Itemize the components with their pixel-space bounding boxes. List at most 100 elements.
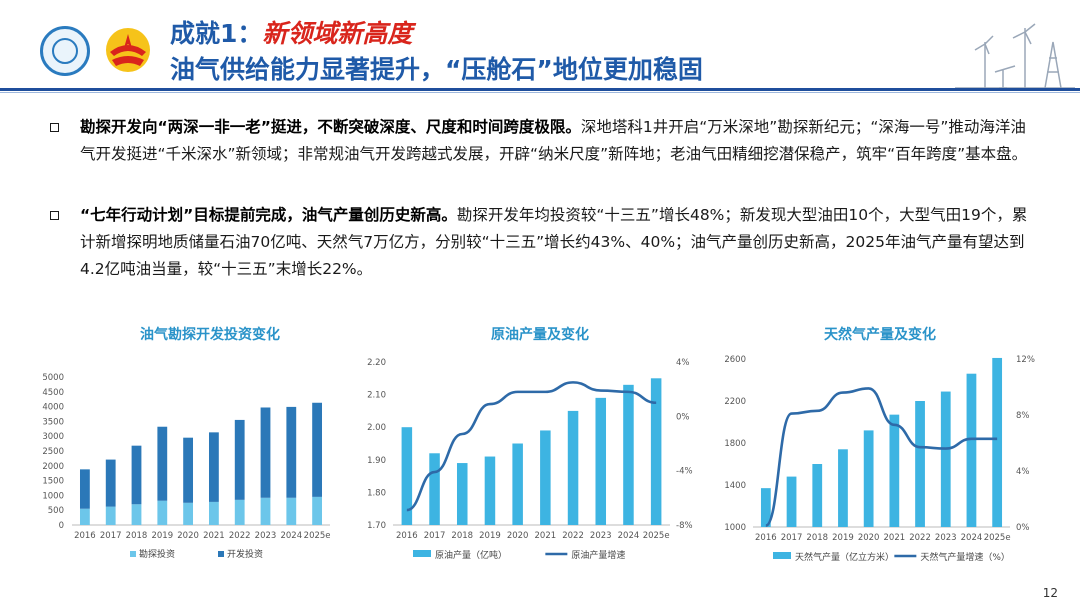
institute-logo (40, 26, 90, 76)
bar (786, 476, 797, 527)
cnpc-logo (106, 28, 150, 72)
x-tick-label: 2019 (832, 533, 854, 543)
bullet-body: 勘探开发年均投资较“十三五”增长48%；新发现大型油田10个，大型气田19个，累… (80, 206, 1028, 278)
page-number: 12 (1042, 586, 1058, 600)
legend-swatch (218, 551, 224, 557)
bar (863, 430, 874, 527)
y-tick-label: 4000 (42, 403, 64, 413)
legend-label-line: 原油产量增速 (571, 549, 625, 561)
x-tick-label: 2016 (74, 531, 96, 541)
y-tick-label-right: 4% (1016, 467, 1030, 477)
title-prefix: 成就1： (170, 19, 263, 48)
bar (915, 401, 925, 527)
x-tick-label: 2021 (535, 531, 557, 541)
chart-title-gas: 天然气产量及变化 (824, 327, 936, 343)
bullet-item: 勘探开发向“两深一非一老”挺进，不断突破深度、尺度和时间跨度极限。深地塔科1井开… (50, 114, 1035, 168)
x-tick-label: 2017 (424, 531, 446, 541)
x-tick-label: 2019 (479, 531, 501, 541)
bullet-lead: 勘探开发向“两深一非一老”挺进，不断突破深度、尺度和时间跨度极限。 (80, 118, 581, 136)
chart-title-oil: 原油产量及变化 (491, 327, 589, 343)
y-tick-label: 500 (48, 506, 64, 516)
bar (889, 414, 900, 527)
bullet-body: 深地塔科1井开启“万米深地”勘探新纪元；“深海一号”推动海洋油气开发挺进“千米深… (80, 118, 1028, 163)
x-tick-label: 2018 (126, 531, 148, 541)
bar-exploration (312, 496, 323, 525)
y-tick-label-left: 2.10 (367, 391, 386, 401)
growth-line (406, 381, 657, 512)
legend-label: 开发投资 (227, 548, 263, 560)
bar (456, 463, 468, 525)
x-tick-label: 2018 (451, 531, 473, 541)
x-tick-label: 2018 (806, 533, 828, 543)
bar-development (208, 432, 219, 502)
y-tick-label: 3000 (42, 432, 64, 442)
x-tick-label: 2016 (396, 531, 418, 541)
bar-exploration (183, 502, 194, 525)
y-tick-label: 1500 (42, 477, 64, 487)
bar (401, 427, 413, 525)
bullet-item: “七年行动计划”目标提前完成，油气产量创历史新高。勘探开发年均投资较“十三五”增… (50, 202, 1035, 283)
y-tick-label-left: 2200 (724, 397, 746, 407)
bullet-square-icon (50, 211, 59, 220)
x-tick-label: 2016 (755, 533, 777, 543)
y-tick-label-right: 0% (676, 412, 690, 422)
bar (838, 449, 848, 527)
x-tick-label: 2017 (100, 531, 122, 541)
y-tick-label-left: 1800 (724, 439, 746, 449)
bar (966, 373, 977, 527)
bar-exploration (79, 508, 90, 525)
bar-development (105, 459, 116, 507)
x-tick-label: 2025e (643, 531, 670, 541)
bar-development (260, 407, 271, 498)
bar (429, 453, 440, 525)
x-tick-label: 2025e (984, 533, 1011, 543)
x-tick-label: 2023 (935, 533, 957, 543)
slide-header: 成就1：新领域新高度 油气供给能力显著提升，“压舱石”地位更加稳固 (0, 0, 1080, 90)
y-tick-label-right: 12% (1016, 355, 1035, 365)
chart-title-investment: 油气勘探开发投资变化 (140, 327, 280, 343)
bar-development (312, 402, 323, 497)
title-accent: 新领域新高度 (262, 19, 413, 48)
y-tick-label: 4500 (42, 388, 64, 398)
bar (650, 378, 662, 525)
y-tick-label-left: 1.70 (367, 521, 386, 531)
y-tick-label-right: -8% (676, 521, 693, 531)
bar-exploration (131, 504, 142, 525)
y-tick-label-left: 1400 (724, 481, 746, 491)
slide-subtitle: 油气供给能力显著提升，“压舱石”地位更加稳固 (170, 55, 703, 84)
x-tick-label: 2022 (229, 531, 251, 541)
bar-development (286, 406, 297, 498)
x-tick-label: 2024 (618, 531, 640, 541)
bar-exploration (105, 506, 116, 525)
y-tick-label: 1000 (42, 491, 64, 501)
y-tick-label: 0 (59, 521, 64, 531)
y-tick-label-left: 1.90 (367, 456, 386, 466)
x-tick-label: 2022 (562, 531, 584, 541)
bar-development (157, 426, 168, 501)
x-tick-label: 2020 (858, 533, 880, 543)
bullet-lead: “七年行动计划”目标提前完成，油气产量创历史新高。 (80, 206, 457, 224)
x-tick-label: 2017 (781, 533, 803, 543)
y-tick-label-left: 2.20 (367, 358, 386, 368)
bar-development (234, 419, 245, 500)
y-tick-label-right: -4% (676, 467, 693, 477)
bar-exploration (157, 500, 168, 525)
y-tick-label-right: 4% (676, 358, 690, 368)
bar-development (183, 437, 194, 503)
bar (484, 456, 496, 525)
y-tick-label-left: 1000 (724, 523, 746, 533)
legend-label-bar: 原油产量（亿吨） (435, 549, 507, 561)
x-tick-label: 2022 (909, 533, 931, 543)
bar-exploration (208, 501, 219, 525)
y-tick-label-right: 0% (1016, 523, 1030, 533)
x-tick-label: 2024 (280, 531, 302, 541)
bar (512, 443, 523, 525)
x-tick-label: 2021 (203, 531, 225, 541)
bar-development (79, 469, 90, 509)
x-tick-label: 2025e (304, 531, 331, 541)
y-tick-label: 3500 (42, 417, 64, 427)
x-tick-label: 2021 (884, 533, 906, 543)
legend-label-bar: 天然气产量（亿立方米） (795, 551, 894, 563)
bullet-square-icon (50, 123, 59, 132)
